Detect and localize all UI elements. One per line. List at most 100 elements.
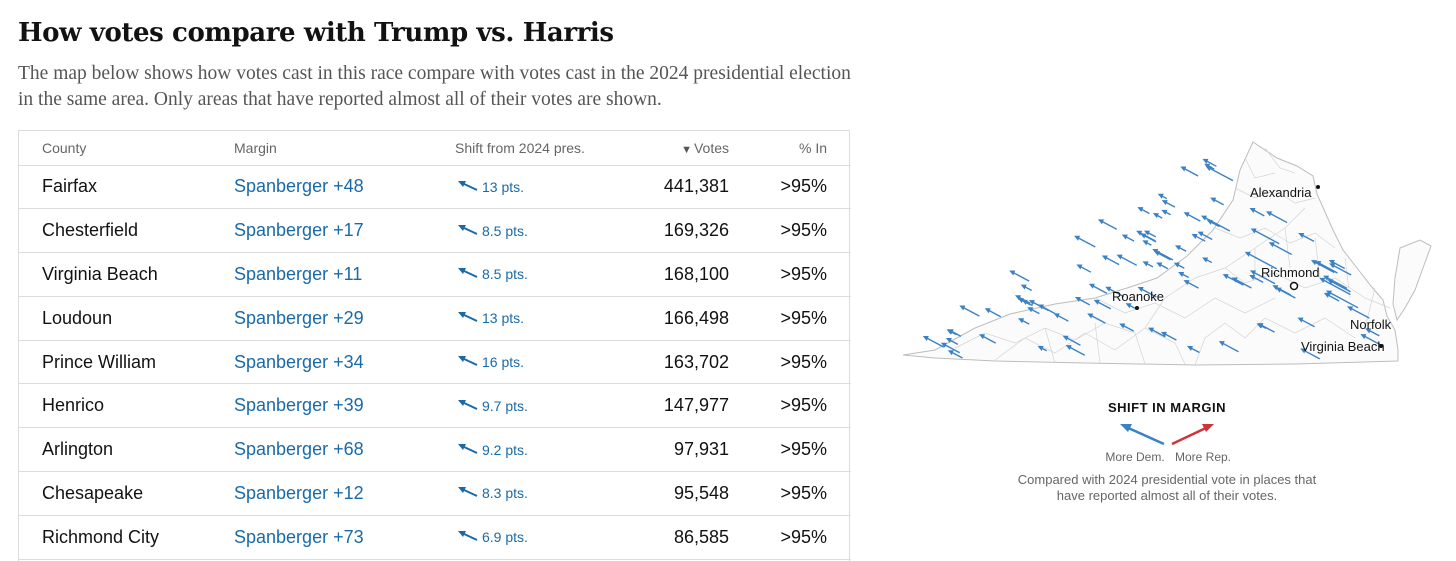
shift-arrow-head <box>1088 283 1095 289</box>
shift-value: 8.5 pts. <box>415 208 595 254</box>
shift-arrow-head <box>1116 254 1123 260</box>
shift-text: 9.7 pts. <box>482 397 528 414</box>
eastern-shore-outline <box>1392 239 1432 322</box>
shift-arrow-head <box>959 305 966 311</box>
shift-arrow-head <box>1160 331 1167 337</box>
shift-arrow-head <box>1156 262 1163 268</box>
shift-arrow-head <box>1180 166 1187 172</box>
shift-dem-arrow-icon <box>457 179 479 195</box>
pct-in-value: >95% <box>735 471 851 516</box>
shift-arrow-head <box>979 334 986 340</box>
pct-in-value: >95% <box>735 383 851 429</box>
shift-arrow-head <box>1136 230 1143 236</box>
county-name: Fairfax <box>19 165 210 210</box>
shift-arrow <box>961 305 980 317</box>
shift-arrow-head <box>1249 207 1256 213</box>
table-row[interactable]: Arlington Spanberger +68 9.2 pts. 97,931 >95… <box>19 427 851 473</box>
shift-arrow-head <box>1018 318 1025 324</box>
shift-arrow-head <box>1027 307 1034 313</box>
margin-text: Spanberger +39 <box>234 395 364 416</box>
table-row[interactable]: Virginia Beach Spanberger +11 8.5 pts. 168,… <box>19 252 851 297</box>
votes-value: 147,977 <box>595 383 735 429</box>
shift-arrow-head <box>1186 345 1193 351</box>
table-row[interactable]: Fairfax Spanberger +48 13 pts. 441,381 >95% <box>19 165 851 210</box>
shift-arrow-head <box>1087 313 1094 319</box>
shift-text: 6.9 pts. <box>482 529 528 546</box>
shift-arrow <box>1220 341 1239 353</box>
shift-arrow-head <box>1173 262 1180 268</box>
shift-dem-arrow-icon <box>457 485 479 501</box>
shift-dem-arrow-icon <box>457 529 479 545</box>
column-header-shift[interactable]: Shift from 2024 pres. <box>415 131 595 166</box>
shift-arrow-head <box>1329 263 1336 269</box>
shift-arrow-head <box>1161 200 1168 206</box>
shift-arrow <box>1251 270 1276 285</box>
shift-arrow <box>1348 306 1370 319</box>
shift-text: 8.5 pts. <box>482 222 528 239</box>
shift-arrow-head <box>1183 280 1190 286</box>
shift-arrow <box>1075 236 1096 248</box>
page-title: How votes compare with Trump vs. Harris <box>18 18 614 48</box>
shift-arrow-head <box>1074 297 1081 303</box>
richmond-marker <box>1289 281 1299 291</box>
column-header-votes-label: Votes <box>693 139 729 156</box>
shift-arrow <box>1202 216 1231 232</box>
shift-arrow-head <box>947 350 954 356</box>
pct-in-value: >95% <box>735 165 851 210</box>
column-header-pct-in[interactable]: % In <box>735 131 851 166</box>
shift-arrow-head <box>1062 335 1069 341</box>
margin-value: Spanberger +39 <box>210 383 415 429</box>
roanoke-marker <box>1135 306 1139 310</box>
margin-text: Spanberger +48 <box>234 176 364 197</box>
shift-arrow-head <box>1200 215 1207 221</box>
column-header-votes[interactable]: ▼ Votes <box>595 131 735 166</box>
table-row[interactable]: Chesapeake Spanberger +12 8.3 pts. 95,548 >9… <box>19 471 851 516</box>
shift-arrow-head <box>1065 345 1072 351</box>
shift-arrow <box>1327 291 1359 309</box>
shift-arrow-head <box>1249 270 1256 276</box>
table-row[interactable]: Loudoun Spanberger +29 13 pts. 166,498 >95% <box>19 296 851 341</box>
table-row[interactable]: Chesterfield Spanberger +17 8.5 pts. 169,32… <box>19 208 851 254</box>
shift-arrow-head <box>1174 245 1181 251</box>
shift-arrow-head <box>1097 219 1104 225</box>
county-name: Chesapeake <box>19 471 210 516</box>
shift-arrow-head <box>1327 279 1334 285</box>
table-row[interactable]: Prince William Spanberger +34 16 pts. 163,7… <box>19 340 851 385</box>
legend-arrows <box>1120 424 1214 446</box>
legend-dem-label: More Dem. <box>1105 450 1165 464</box>
shift-arrow-head <box>1105 286 1112 292</box>
margin-value: Spanberger +29 <box>210 296 415 341</box>
pct-in-value: >95% <box>735 427 851 473</box>
column-header-margin[interactable]: Margin <box>210 131 415 166</box>
votes-value: 166,498 <box>595 296 735 341</box>
city-label-alexandria: Alexandria <box>1250 185 1312 200</box>
sort-descending-icon: ▼ <box>681 143 692 156</box>
shift-arrow-head <box>1265 211 1272 217</box>
shift-value: 8.3 pts. <box>415 471 595 516</box>
table-row[interactable]: Henrico Spanberger +39 9.7 pts. 147,977 >95% <box>19 383 851 429</box>
shift-arrow-head <box>1152 248 1159 254</box>
margin-value: Spanberger +68 <box>210 427 415 473</box>
city-markers: Alexandria Richmond Roanoke Norfolk Virg… <box>1112 185 1392 354</box>
alexandria-marker <box>1316 185 1320 189</box>
shift-arrow-head <box>1300 348 1307 354</box>
shift-arrow <box>1246 252 1278 270</box>
legend-title: SHIFT IN MARGIN <box>1108 400 1226 415</box>
margin-value: Spanberger +34 <box>210 340 415 385</box>
shift-arrow-head <box>1222 274 1229 280</box>
shift-arrow-head <box>1161 209 1168 215</box>
margin-value: Spanberger +73 <box>210 515 415 560</box>
shift-arrow-head <box>1206 219 1213 225</box>
shift-dem-arrow-icon <box>457 354 479 370</box>
pct-in-value: >95% <box>735 515 851 560</box>
shift-value: 9.2 pts. <box>415 427 595 473</box>
shift-arrows <box>922 158 1381 360</box>
shift-arrow-head <box>1140 233 1147 239</box>
shift-arrow-head <box>1323 275 1330 281</box>
shift-arrow-head <box>1191 233 1198 239</box>
shift-arrow-head <box>1257 323 1264 329</box>
virginia-state-outline <box>902 141 1399 366</box>
column-header-county[interactable]: County <box>19 131 210 166</box>
shift-value: 13 pts. <box>415 165 595 210</box>
table-row[interactable]: Richmond City Spanberger +73 6.9 pts. 86,58… <box>19 515 851 560</box>
